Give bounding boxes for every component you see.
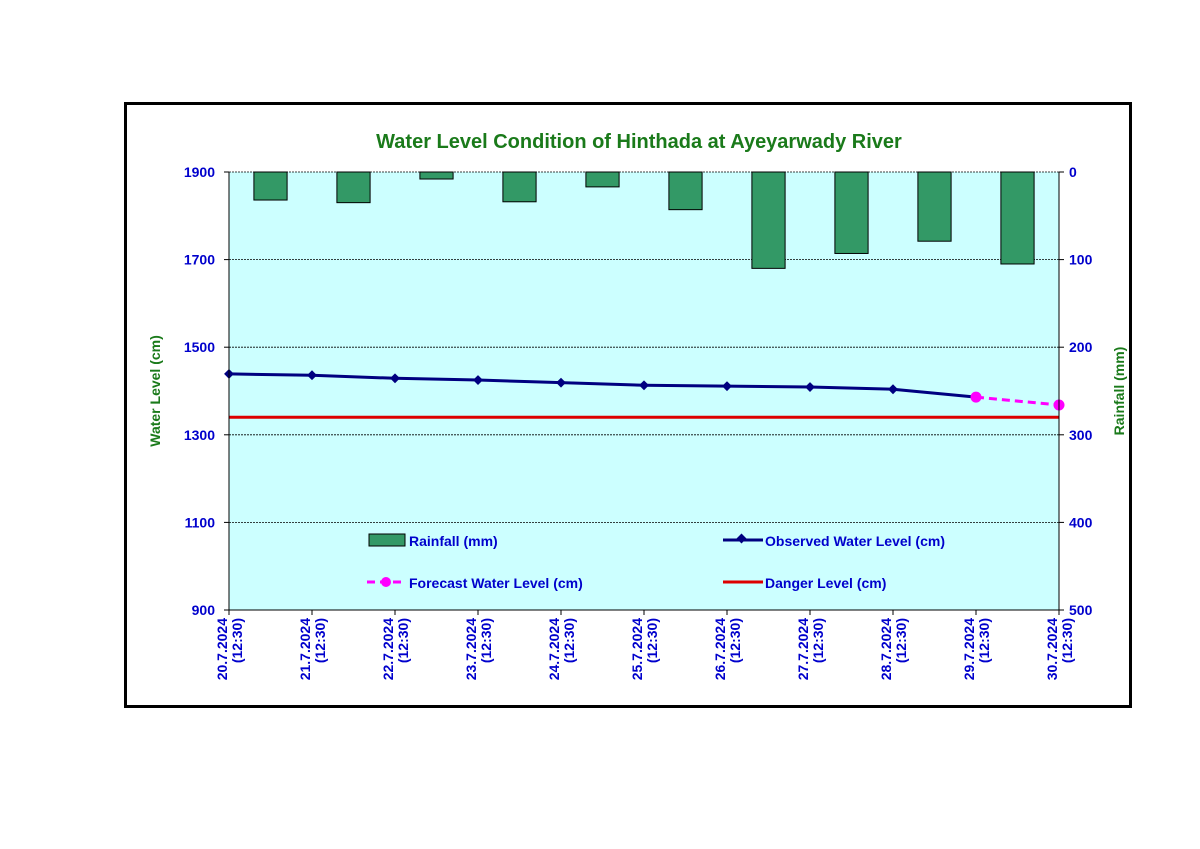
y-left-tick-label: 900	[192, 602, 216, 618]
rainfall-bar	[668, 171, 703, 211]
x-tick-label: 21.7.2024 (12:30)	[297, 618, 328, 680]
legend-rainfall-swatch	[368, 533, 406, 547]
rainfall-bar	[834, 171, 869, 254]
legend-forecast-label: Forecast Water Level (cm)	[409, 575, 583, 591]
observed-point	[639, 380, 649, 391]
x-tick-date: 29.7.2024	[961, 618, 977, 680]
y-right-axis-title: Rainfall (mm)	[1111, 347, 1127, 436]
x-tick-date: 25.7.2024	[629, 618, 645, 680]
y-right-tick-label: 100	[1069, 252, 1093, 268]
rainfall-bar	[336, 171, 371, 204]
x-tick-time: (12:30)	[810, 618, 826, 663]
legend-rainfall-label: Rainfall (mm)	[409, 533, 498, 549]
chart-title: Water Level Condition of Hinthada at Aye…	[376, 131, 902, 153]
forecast-point	[970, 391, 982, 403]
rainfall-bar	[917, 171, 952, 242]
legend-danger-label: Danger Level (cm)	[765, 575, 886, 591]
x-tick-time: (12:30)	[727, 618, 743, 663]
y-right-tick-label: 400	[1069, 514, 1093, 530]
x-tick-label: 24.7.2024 (12:30)	[546, 618, 577, 680]
observed-point	[473, 375, 483, 385]
rainfall-bar	[419, 171, 454, 180]
x-tick-time: (12:30)	[644, 618, 660, 663]
x-tick-time: (12:30)	[229, 618, 245, 663]
x-tick-date: 24.7.2024	[546, 618, 562, 680]
observed-point	[805, 382, 815, 393]
legend-forecast-marker	[381, 577, 391, 587]
x-tick-label: 28.7.2024 (12:30)	[878, 618, 909, 680]
right-tick-labels: 0 100 200 300 400 500	[1069, 164, 1093, 618]
observed-point	[556, 377, 566, 388]
x-tick-time: (12:30)	[395, 618, 411, 663]
rainfall-bar	[751, 171, 786, 269]
rainfall-bar	[502, 171, 537, 203]
y-left-tick-label: 1900	[184, 164, 215, 180]
chart-svg: Water Level Condition of Hinthada at Aye…	[147, 131, 1127, 680]
y-right-tick-label: 300	[1069, 427, 1093, 443]
observed-point	[888, 384, 898, 395]
legend: Rainfall (mm) Observed Water Level (cm) …	[367, 533, 945, 591]
legend-observed-label: Observed Water Level (cm)	[765, 533, 945, 549]
x-tick-label: 29.7.2024 (12:30)	[961, 618, 992, 680]
x-tick-labels: 20.7.2024 (12:30) 21.7.2024 (12:30) 22.7.202…	[214, 618, 1075, 680]
forecast-line	[975, 395, 1060, 407]
y-right-tick-label: 0	[1069, 164, 1077, 180]
x-tick-label: 30.7.2024 (12:30)	[1044, 618, 1075, 680]
x-tick-date: 22.7.2024	[380, 618, 396, 680]
y-left-tick-label: 1300	[184, 427, 215, 443]
y-left-axis-title: Water Level (cm)	[147, 335, 163, 447]
y-right-tick-label: 500	[1069, 602, 1093, 618]
axes	[224, 171, 1064, 615]
observed-line	[228, 372, 977, 399]
x-tick-time: (12:30)	[312, 618, 328, 663]
rainfall-bar	[585, 171, 620, 188]
observed-point	[722, 381, 732, 392]
rainfall-bar	[1000, 171, 1035, 265]
y-left-tick-label: 1700	[184, 252, 215, 268]
x-tick-label: 25.7.2024 (12:30)	[629, 618, 660, 680]
observed-point	[390, 373, 400, 384]
x-tick-date: 20.7.2024	[214, 618, 230, 680]
x-tick-label: 22.7.2024 (12:30)	[380, 618, 411, 680]
x-tick-date: 30.7.2024	[1044, 618, 1060, 680]
left-tick-labels: 1900 1700 1500 1300 1100 900	[184, 164, 215, 618]
legend-observed-marker	[736, 533, 747, 544]
x-tick-date: 27.7.2024	[795, 618, 811, 680]
chart-frame: Water Level Condition of Hinthada at Aye…	[124, 102, 1132, 708]
x-tick-label: 23.7.2024 (12:30)	[463, 618, 494, 680]
x-tick-date: 26.7.2024	[712, 618, 728, 680]
x-tick-label: 27.7.2024 (12:30)	[795, 618, 826, 680]
x-tick-time: (12:30)	[1059, 618, 1075, 663]
x-tick-time: (12:30)	[478, 618, 494, 663]
x-tick-date: 28.7.2024	[878, 618, 894, 680]
y-left-tick-label: 1100	[185, 514, 216, 530]
rainfall-bar	[253, 171, 288, 201]
x-tick-date: 21.7.2024	[297, 618, 313, 680]
x-tick-time: (12:30)	[561, 618, 577, 663]
y-right-tick-label: 200	[1069, 339, 1093, 355]
x-tick-date: 23.7.2024	[463, 618, 479, 680]
x-tick-label: 26.7.2024 (12:30)	[712, 618, 743, 680]
x-tick-time: (12:30)	[893, 618, 909, 663]
x-tick-label: 20.7.2024 (12:30)	[214, 618, 245, 680]
rainfall-bars	[253, 171, 1035, 269]
x-tick-time: (12:30)	[976, 618, 992, 663]
y-left-tick-label: 1500	[184, 339, 215, 355]
